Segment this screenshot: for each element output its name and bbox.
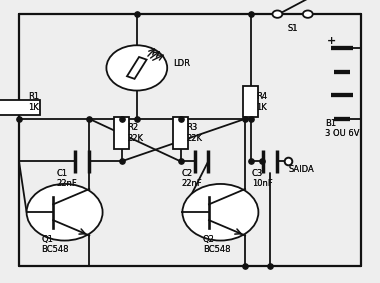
Text: LDR: LDR bbox=[173, 59, 190, 68]
Text: +: + bbox=[327, 36, 336, 46]
Bar bbox=[173, 117, 188, 149]
Text: C2
22nF: C2 22nF bbox=[182, 169, 202, 188]
Bar bbox=[0, 100, 40, 115]
Text: R4
1K: R4 1K bbox=[256, 92, 268, 112]
Text: C3
10nF: C3 10nF bbox=[252, 169, 272, 188]
Circle shape bbox=[182, 184, 258, 241]
Circle shape bbox=[106, 45, 167, 91]
Text: C1
22nF: C1 22nF bbox=[56, 169, 77, 188]
Circle shape bbox=[303, 10, 313, 18]
Text: B1
3 OU 6V: B1 3 OU 6V bbox=[325, 119, 359, 138]
Text: Q2
BC548: Q2 BC548 bbox=[203, 235, 230, 254]
Text: C3
10nF: C3 10nF bbox=[252, 169, 272, 188]
Text: S1: S1 bbox=[287, 24, 298, 33]
Text: R1
1K: R1 1K bbox=[28, 92, 40, 112]
Text: R2
22K: R2 22K bbox=[127, 123, 143, 143]
Text: Q2
BC548: Q2 BC548 bbox=[203, 235, 230, 254]
Bar bbox=[114, 117, 129, 149]
Text: S1: S1 bbox=[287, 24, 298, 33]
Circle shape bbox=[27, 184, 103, 241]
Text: R3
22K: R3 22K bbox=[186, 123, 202, 143]
Bar bbox=[243, 86, 258, 117]
Text: C1
22nF: C1 22nF bbox=[56, 169, 77, 188]
Text: LDR: LDR bbox=[173, 59, 190, 68]
Text: R1
1K: R1 1K bbox=[28, 92, 40, 112]
Text: SAIDA: SAIDA bbox=[289, 165, 315, 174]
Text: R2
22K: R2 22K bbox=[127, 123, 143, 143]
Text: SAIDA: SAIDA bbox=[289, 165, 315, 174]
Text: C2
22nF: C2 22nF bbox=[182, 169, 202, 188]
Text: Q1
BC548: Q1 BC548 bbox=[41, 235, 69, 254]
Bar bbox=[127, 57, 147, 79]
Circle shape bbox=[272, 10, 282, 18]
Text: Q1
BC548: Q1 BC548 bbox=[41, 235, 69, 254]
Text: R4
1K: R4 1K bbox=[256, 92, 268, 112]
Text: B1
3 OU 6V: B1 3 OU 6V bbox=[325, 119, 359, 138]
Text: R3
22K: R3 22K bbox=[186, 123, 202, 143]
